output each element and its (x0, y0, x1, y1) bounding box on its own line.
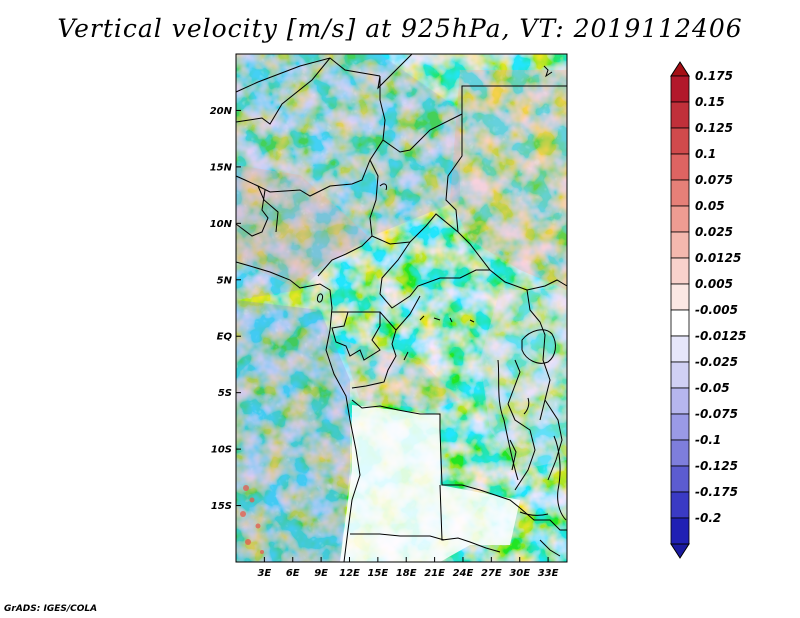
colorbar-swatch (670, 309, 690, 337)
lon-tick-label: 6E (286, 568, 300, 579)
colorbar: 0.175 0.15 0.125 0.1 0.075 0.05 0.025 0.0125 0.0… (670, 61, 746, 559)
lon-tick-label: 24E (453, 568, 474, 579)
colorbar-label: -0.0125 (695, 329, 746, 343)
lon-tick-label: 27E (481, 568, 502, 579)
colorbar-swatch (670, 127, 690, 155)
colorbar-label: 0.1 (695, 147, 716, 161)
colorbar-label: 0.005 (695, 277, 733, 291)
lat-tick-label: 5N (217, 275, 233, 286)
colorbar-label: 0.075 (695, 173, 733, 187)
colorbar-swatch (670, 101, 690, 129)
lat-tick-label: 20N (210, 106, 233, 117)
velocity-field (236, 54, 567, 562)
colorbar-swatch (670, 439, 690, 467)
colorbar-bottom-arrow (670, 543, 690, 559)
colorbar-swatch (670, 283, 690, 311)
lon-tick-label: 30E (509, 568, 530, 579)
colorbar-swatch (670, 465, 690, 493)
grads-credit: GrADS: IGES/COLA (4, 604, 98, 614)
longitude-axis: 3E 6E 9E 12E 15E 18E 21E 24E 27E 30E 33E (257, 557, 559, 579)
lon-tick-label: 3E (257, 568, 271, 579)
country-borders (235, 53, 568, 563)
colorbar-swatch (670, 491, 690, 519)
lat-tick-label: 5S (218, 388, 232, 399)
latitude-axis: 20N 15N 10N 5N EQ 5S 10S 15S (210, 106, 241, 512)
colorbar-label: -0.125 (695, 459, 738, 473)
colorbar-label: 0.175 (695, 69, 733, 83)
lat-tick-label: 15N (210, 162, 233, 173)
colorbar-label: 0.0125 (695, 251, 741, 265)
lon-tick-label: 21E (424, 568, 445, 579)
colorbar-label: 0.05 (695, 199, 725, 213)
lon-tick-label: 9E (314, 568, 328, 579)
colorbar-swatch (670, 413, 690, 441)
ocean-swell-pattern (240, 485, 264, 554)
lat-tick-label: EQ (217, 332, 233, 343)
colorbar-label: 0.15 (695, 95, 725, 109)
colorbar-label: 0.125 (695, 121, 733, 135)
colorbar-label: -0.025 (695, 355, 738, 369)
colorbar-swatch (670, 179, 690, 207)
colorbar-swatch (670, 517, 690, 545)
lon-tick-label: 33E (538, 568, 559, 579)
lon-tick-label: 12E (339, 568, 360, 579)
colorbar-swatch (670, 257, 690, 285)
colorbar-swatch (670, 205, 690, 233)
colorbar-label: -0.05 (695, 381, 730, 395)
map-title: Vertical velocity [m/s] at 925hPa, VT: 2… (57, 14, 743, 43)
colorbar-swatch (670, 153, 690, 181)
colorbar-swatch (670, 335, 690, 363)
colorbar-label: -0.2 (695, 511, 721, 525)
colorbar-label: 0.025 (695, 225, 733, 239)
colorbar-label: -0.005 (695, 303, 738, 317)
colorbar-label: -0.075 (695, 407, 738, 421)
colorbar-label: -0.175 (695, 485, 738, 499)
lon-tick-label: 18E (396, 568, 417, 579)
colorbar-label: -0.1 (695, 433, 721, 447)
lat-tick-label: 15S (211, 501, 232, 512)
lat-tick-label: 10S (211, 445, 232, 456)
plot-frame (235, 53, 568, 563)
colorbar-swatch (670, 361, 690, 389)
lat-tick-label: 10N (210, 219, 233, 230)
colorbar-swatch (670, 231, 690, 259)
lon-tick-label: 15E (367, 568, 388, 579)
colorbar-swatch (670, 387, 690, 415)
colorbar-top-arrow (670, 61, 690, 77)
colorbar-swatch (670, 75, 690, 103)
